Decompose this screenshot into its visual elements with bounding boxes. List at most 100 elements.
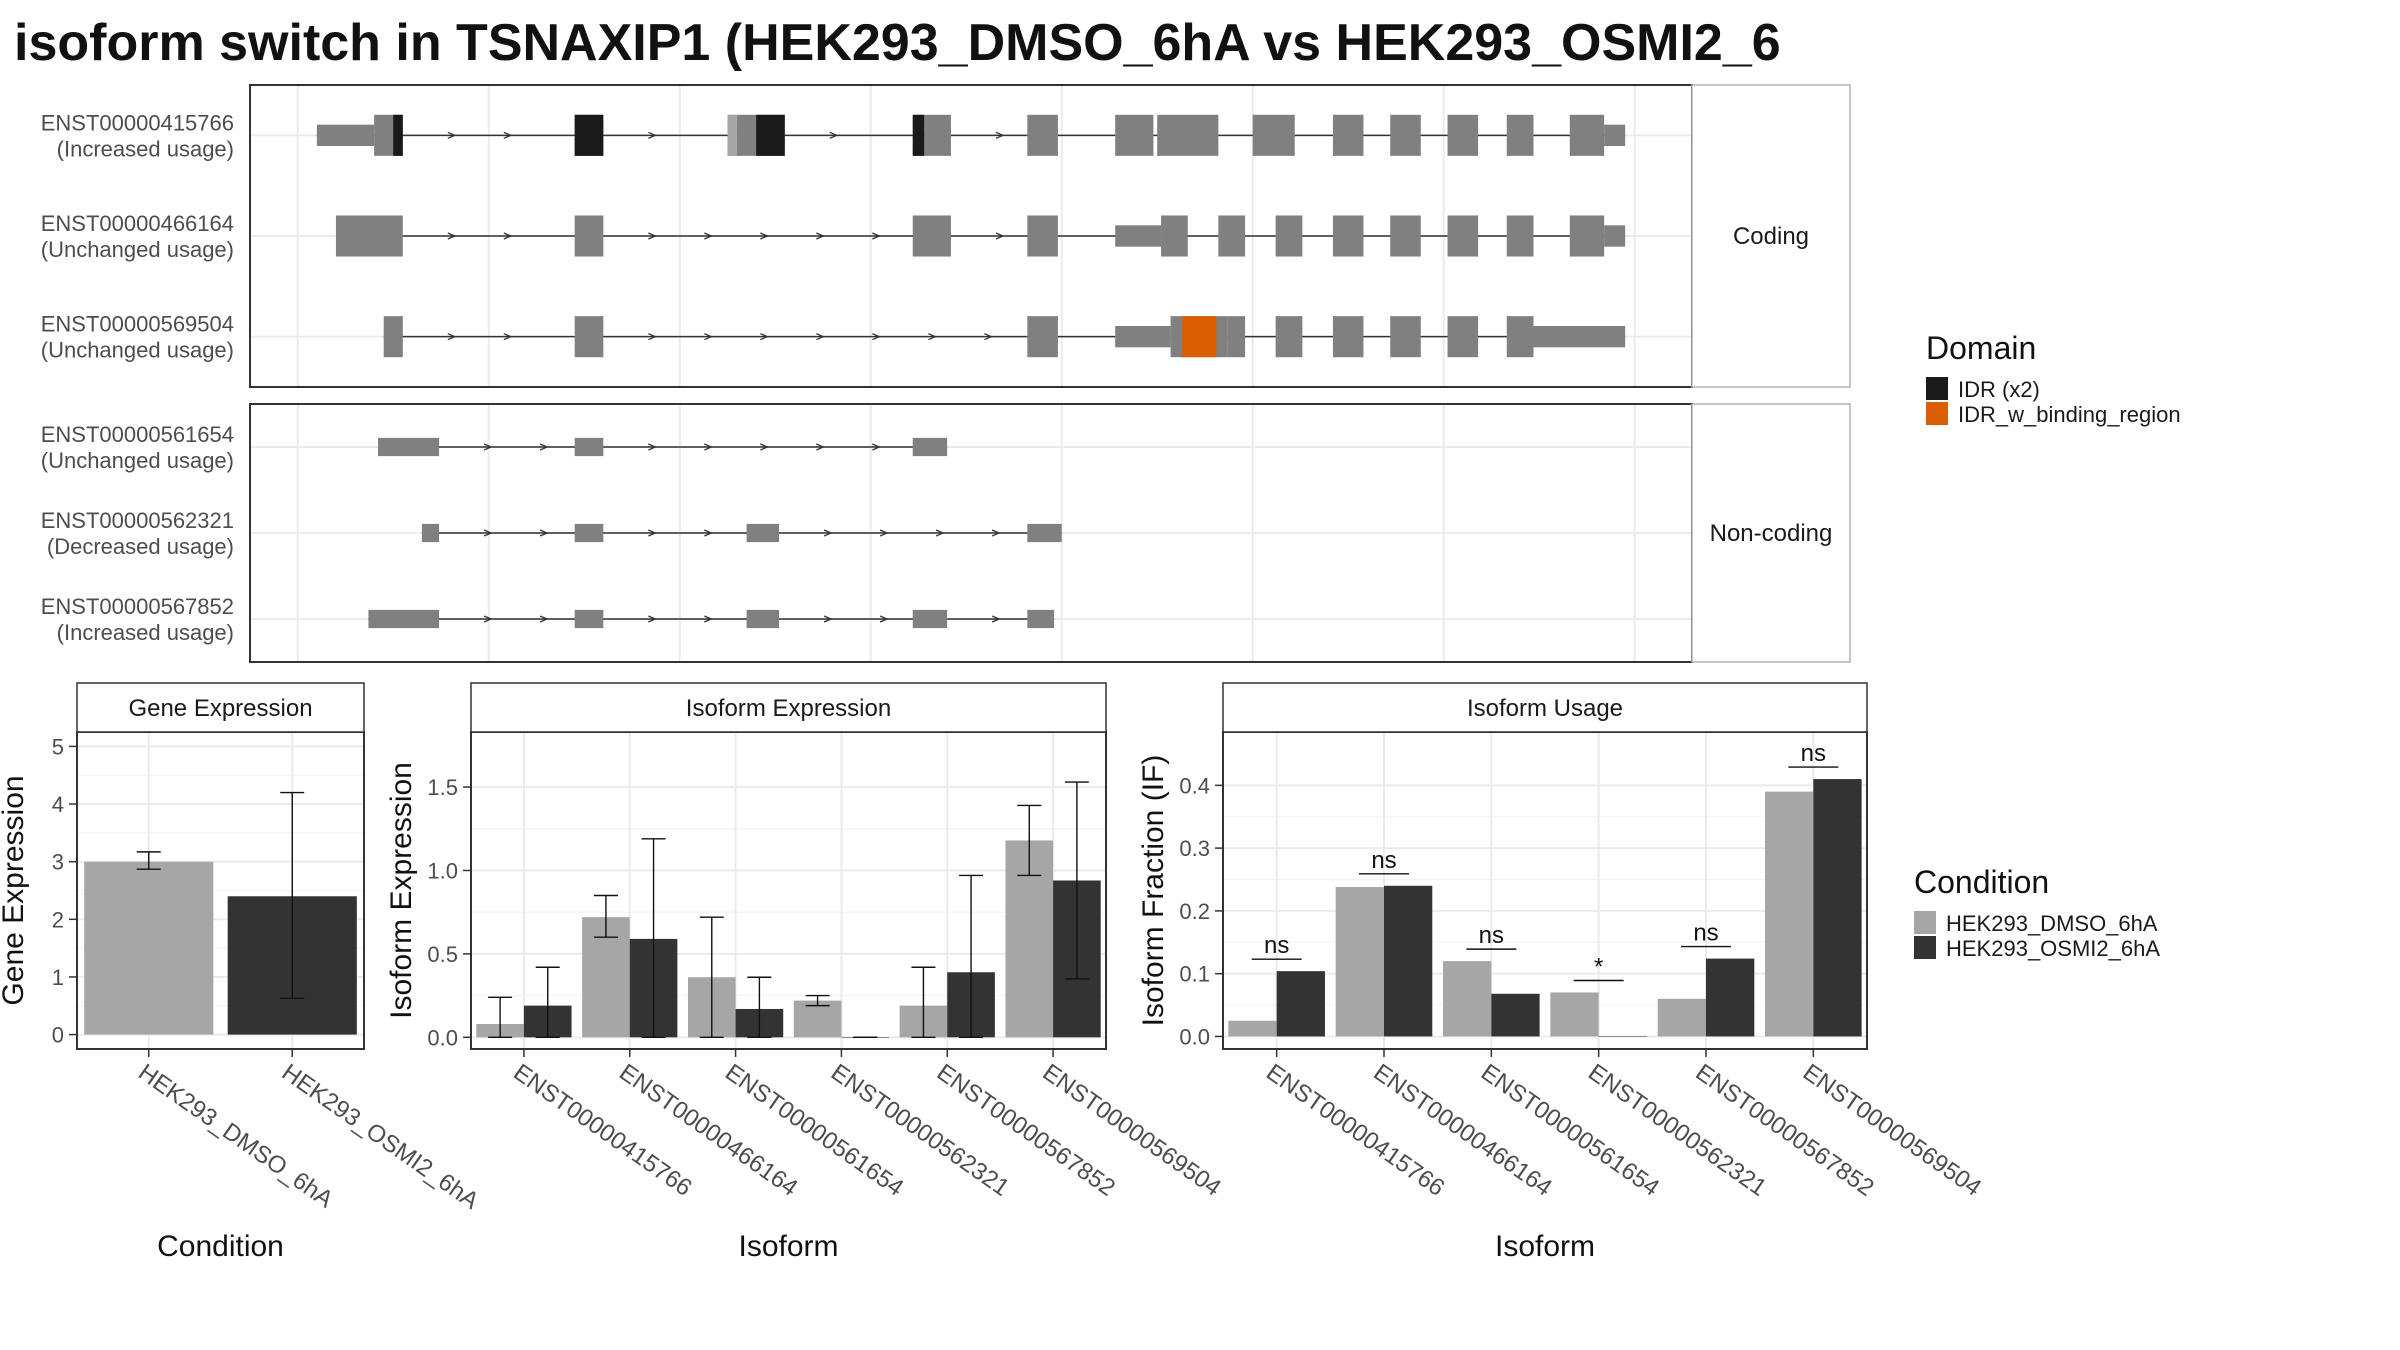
exon <box>574 523 604 543</box>
y-tick-label: 5 <box>52 734 64 759</box>
exon <box>1390 114 1421 156</box>
x-tick-label: ENST00000562321 <box>826 1059 1014 1202</box>
intron-arrow <box>872 443 881 451</box>
isoform-status-label: (Increased usage) <box>57 620 234 645</box>
intron-arrow <box>879 615 889 623</box>
domain-legend-label: IDR (x2) <box>1958 377 2040 402</box>
exon <box>746 523 780 543</box>
exon <box>1569 114 1605 156</box>
intron-arrow <box>704 232 713 240</box>
intron-arrow <box>447 131 457 139</box>
x-tick-label: ENST00000415766 <box>1261 1059 1449 1202</box>
intron-arrow <box>704 529 713 537</box>
exon <box>316 124 375 147</box>
domain-legend-title: Domain <box>1926 330 2036 366</box>
y-tick-label: 1 <box>52 965 64 990</box>
isoform-id-label: ENST00000569504 <box>41 312 234 337</box>
x-axis-title: Isoform <box>1495 1230 1595 1263</box>
bar <box>1550 992 1599 1037</box>
x-tick-label: ENST00000567852 <box>932 1059 1120 1202</box>
intron-arrow <box>760 232 769 240</box>
bar <box>1384 885 1433 1037</box>
intron-arrow <box>829 131 839 139</box>
exon <box>912 609 948 629</box>
significance-label: ns <box>1264 932 1289 959</box>
intron-arrow <box>760 333 769 341</box>
y-tick-label: 0 <box>52 1023 64 1048</box>
intron-arrow <box>483 443 493 451</box>
significance-label: * <box>1594 954 1603 981</box>
intron-arrow <box>503 333 513 341</box>
exon <box>746 609 780 629</box>
bar <box>1598 1036 1647 1037</box>
intron-arrow <box>503 232 513 240</box>
domain-idr <box>756 114 785 156</box>
intron-arrow <box>872 333 881 341</box>
exon <box>1604 225 1626 247</box>
condition-legend-label: HEK293_DMSO_6hA <box>1946 911 2158 936</box>
x-axis-title: Isoform <box>738 1230 838 1263</box>
x-tick-label: ENST00000466164 <box>614 1059 802 1202</box>
isoform-status-label: (Unchanged usage) <box>41 237 234 262</box>
exon <box>1332 114 1364 156</box>
exon <box>912 437 948 457</box>
exon <box>737 114 757 156</box>
isoform-status-label: (Decreased usage) <box>47 534 234 559</box>
exon <box>1275 316 1303 358</box>
exon <box>1447 215 1479 257</box>
condition-legend-title: Condition <box>1914 864 2049 900</box>
isoform-id-label: ENST00000466164 <box>41 211 234 236</box>
exon <box>574 437 604 457</box>
significance-label: ns <box>1371 847 1396 874</box>
exon <box>1161 215 1188 257</box>
exon <box>1332 215 1364 257</box>
exon <box>1027 114 1058 156</box>
intron-arrow <box>648 443 657 451</box>
exon <box>1252 114 1295 156</box>
x-tick-label: ENST00000569504 <box>1798 1059 1986 1202</box>
intron-arrow <box>935 529 945 537</box>
exon <box>574 215 604 257</box>
isoform-status-label: (Increased usage) <box>57 136 234 161</box>
exon <box>377 437 440 457</box>
exon <box>1604 124 1626 147</box>
exon <box>574 316 604 358</box>
domain-idr <box>574 114 604 156</box>
intron-arrow <box>483 615 493 623</box>
exon <box>1447 316 1479 358</box>
intron-arrow <box>539 443 549 451</box>
exon <box>1390 215 1421 257</box>
y-axis-title: Isoform Fraction (IF) <box>1137 755 1170 1027</box>
intron-arrow <box>928 333 937 341</box>
significance-label: ns <box>1479 922 1504 949</box>
chart-title: isoform switch in TSNAXIP1 (HEK293_DMSO_… <box>14 14 1781 72</box>
isoform-status-label: (Unchanged usage) <box>41 448 234 473</box>
x-tick-label: ENST00000561654 <box>1476 1059 1664 1202</box>
exon <box>574 609 604 629</box>
y-tick-label: 4 <box>52 792 64 817</box>
exon <box>1115 325 1171 348</box>
bar <box>1228 1020 1277 1037</box>
intron-arrow <box>816 443 825 451</box>
y-axis-title: Isoform Expression <box>385 762 418 1019</box>
intron-arrow <box>648 529 657 537</box>
intron-arrow <box>704 615 713 623</box>
exon <box>1227 316 1246 358</box>
facet-strip <box>1691 84 1851 388</box>
intron-arrow <box>648 615 657 623</box>
y-tick-label: 0.0 <box>427 1025 458 1050</box>
panel-strip-label: Isoform Expression <box>686 695 891 722</box>
exon <box>1027 523 1062 543</box>
y-tick-label: 0.3 <box>1179 836 1210 861</box>
panel-strip-label: Gene Expression <box>128 695 312 722</box>
isoform-id-label: ENST00000567852 <box>41 594 234 619</box>
exon <box>335 215 403 257</box>
bar <box>1276 971 1325 1037</box>
exon <box>1506 215 1534 257</box>
intron-arrow <box>539 529 549 537</box>
condition-legend-label: HEK293_OSMI2_6hA <box>1946 936 2160 961</box>
exon <box>368 609 440 629</box>
y-axis-title: Gene Expression <box>0 775 30 1005</box>
domain-idr <box>912 114 925 156</box>
